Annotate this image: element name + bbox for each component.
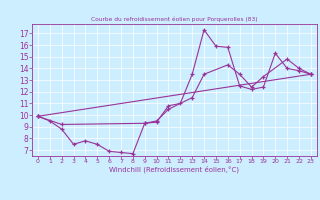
X-axis label: Windchill (Refroidissement éolien,°C): Windchill (Refroidissement éolien,°C)	[109, 166, 239, 173]
Title: Courbe du refroidissement éolien pour Porquerolles (83): Courbe du refroidissement éolien pour Po…	[91, 17, 258, 22]
